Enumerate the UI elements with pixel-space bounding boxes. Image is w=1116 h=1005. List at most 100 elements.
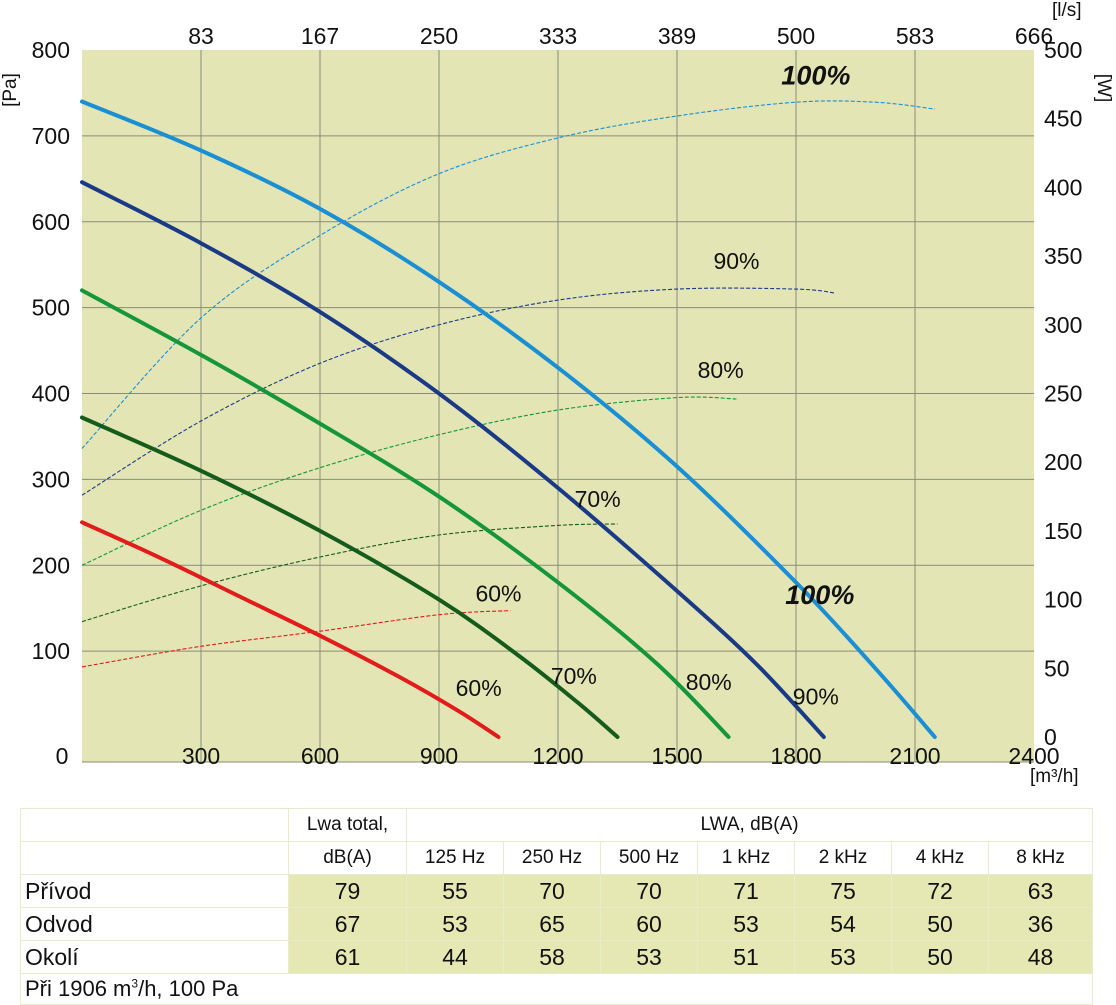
y-left-tick-label: 700 (32, 123, 70, 149)
y-right-tick-label: 50 (1044, 655, 1070, 681)
curve-label: 70% (575, 486, 621, 512)
y-right-tick-label: 500 (1044, 37, 1082, 63)
row-name: Přívod (20, 874, 289, 908)
row-name: Okolí (20, 940, 289, 974)
header-band: 500 Hz (600, 841, 698, 875)
curve-label: 100% (781, 60, 850, 90)
row-value: 53 (406, 907, 504, 941)
row-value: 75 (794, 874, 892, 908)
table-row: Přívod 79 55 70 70 71 75 72 63 (20, 874, 1094, 908)
pressure-curve-90pct (80, 180, 826, 739)
x-tick-label: 300 (182, 743, 220, 769)
left-axis-unit: [Pa] (0, 73, 21, 107)
table-header-row-2: dB(A) 125 Hz 250 Hz 500 Hz 1 kHz 2 kHz 4… (20, 841, 1094, 875)
header-total-line2: dB(A) (288, 841, 407, 875)
row-value: 58 (503, 940, 601, 974)
y-left-tick-label: 500 (32, 295, 70, 321)
row-total: 61 (288, 940, 407, 974)
acoustic-data-table: Lwa total, LWA, dB(A) dB(A) 125 Hz 250 H… (19, 808, 1094, 1005)
y-right-tick-label: 0 (1044, 724, 1057, 750)
top-tick-label: 583 (896, 23, 934, 49)
pressure-curve-80pct (80, 288, 731, 739)
header-total-line1: Lwa total, (288, 808, 407, 842)
y-left-tick-label: 400 (32, 381, 70, 407)
curve-label: 80% (698, 357, 744, 383)
y-left-tick-label: 800 (32, 37, 70, 63)
curve-label: 100% (785, 580, 854, 610)
pressure-curve-70pct (80, 415, 620, 739)
power-curve-90pct (81, 287, 836, 496)
y-left-tick-label: 600 (32, 209, 70, 235)
power-curve-100pct (81, 100, 935, 449)
curve-label: 90% (713, 248, 759, 274)
top-tick-label: 167 (301, 23, 339, 49)
curve-label: 60% (456, 675, 502, 701)
x-tick-label: 1800 (770, 743, 821, 769)
x-tick-label: 900 (420, 743, 458, 769)
top-tick-label: 389 (658, 23, 696, 49)
row-value: 50 (891, 940, 989, 974)
row-value: 50 (891, 907, 989, 941)
top-tick-label: 333 (539, 23, 577, 49)
row-value: 53 (794, 940, 892, 974)
power-curve-60pct (81, 610, 511, 668)
y-right-tick-label: 100 (1044, 587, 1082, 613)
table-header-row-1: Lwa total, LWA, dB(A) (20, 808, 1094, 842)
y-right-tick-label: 200 (1044, 449, 1082, 475)
row-value: 36 (987, 907, 1094, 941)
header-band: 2 kHz (794, 841, 892, 875)
header-band: 8 kHz (987, 841, 1094, 875)
y-left-tick-label: 200 (32, 552, 70, 578)
row-value: 71 (697, 874, 795, 908)
row-value: 65 (503, 907, 601, 941)
curve-label: 70% (551, 663, 597, 689)
pressure-curves (80, 99, 937, 739)
row-value: 44 (406, 940, 504, 974)
curve-label: 90% (793, 683, 839, 709)
curve-label: 60% (475, 580, 521, 606)
row-value: 54 (794, 907, 892, 941)
x-tick-label: 600 (301, 743, 339, 769)
y-left-tick-label: 100 (32, 638, 70, 664)
y-right-tick-label: 250 (1044, 381, 1082, 407)
row-value: 53 (600, 940, 698, 974)
row-value: 48 (987, 940, 1094, 974)
row-value: 51 (697, 940, 795, 974)
right-axis-unit: [W] (1093, 74, 1114, 103)
header-band: 250 Hz (503, 841, 601, 875)
row-value: 53 (697, 907, 795, 941)
header-blank (20, 808, 289, 842)
top-tick-label: 83 (188, 23, 214, 49)
top-axis-unit: [l/s] (1052, 0, 1082, 21)
power-curve-80pct (81, 396, 737, 566)
row-value: 63 (987, 874, 1094, 908)
x-axis-unit: [m³/h] (1030, 766, 1079, 787)
x-tick-label: 1200 (532, 743, 583, 769)
table-row: Okolí 61 44 58 53 51 53 50 48 (20, 940, 1094, 974)
row-total: 79 (288, 874, 407, 908)
pressure-curve-100pct (80, 99, 937, 739)
table-row: Odvod 67 53 65 60 53 54 50 36 (20, 907, 1094, 941)
footer-suffix: /h, 100 Pa (138, 976, 239, 1001)
row-value: 70 (503, 874, 601, 908)
footer-prefix: Při 1906 m (25, 976, 132, 1001)
header-band: 4 kHz (891, 841, 989, 875)
y-right-tick-label: 300 (1044, 312, 1082, 338)
curve-label: 80% (686, 669, 732, 695)
header-blank-2 (20, 841, 289, 875)
row-value: 70 (600, 874, 698, 908)
header-band: 125 Hz (406, 841, 504, 875)
x-tick-label: 1500 (651, 743, 702, 769)
pressure-curve-60pct (80, 520, 501, 739)
header-band: 1 kHz (697, 841, 795, 875)
y-right-tick-label: 150 (1044, 518, 1082, 544)
y-left-tick-label: 300 (32, 466, 70, 492)
header-lwa-group: LWA, dB(A) (405, 808, 1094, 842)
y-right-tick-label: 450 (1044, 106, 1082, 132)
y-right-tick-label: 350 (1044, 243, 1082, 269)
x-tick-label: 0 (56, 743, 69, 769)
top-tick-label: 250 (420, 23, 458, 49)
row-value: 55 (406, 874, 504, 908)
row-total: 67 (288, 907, 407, 941)
